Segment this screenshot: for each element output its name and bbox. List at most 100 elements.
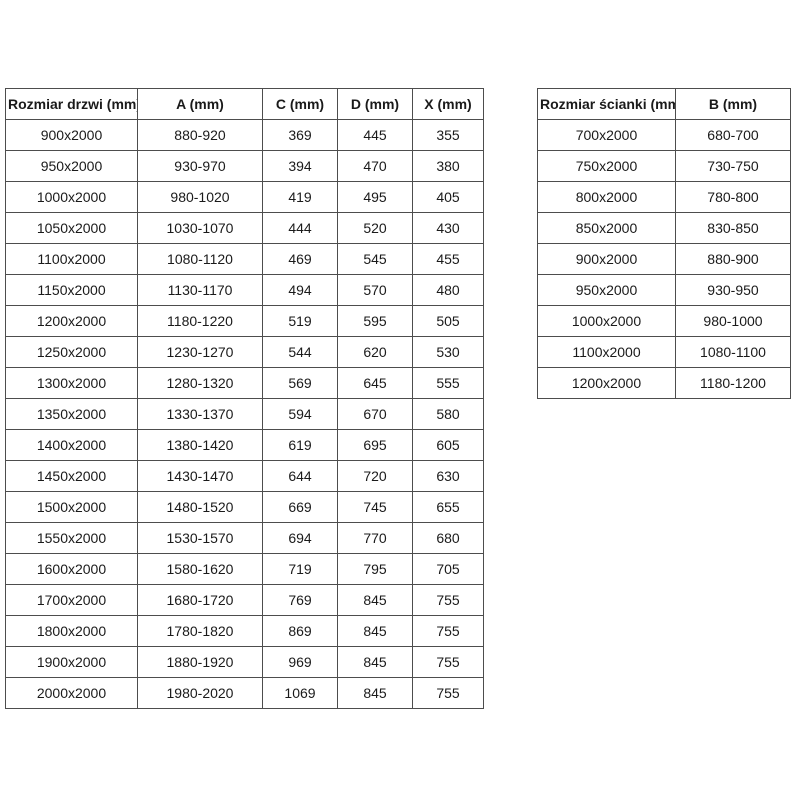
table-cell: 1380-1420: [137, 429, 263, 461]
table-cell: 1350x2000: [5, 398, 138, 430]
table-cell: 1330-1370: [137, 398, 263, 430]
table-row: 1400x2000 1380-1420 619 695 605: [5, 429, 484, 461]
header-row: Rozmiar drzwi (mm) A (mm) C (mm) D (mm) X (m…: [5, 88, 484, 120]
table-cell: 670: [337, 398, 413, 430]
column-header: Rozmiar ścianki (mm): [537, 88, 676, 120]
table-cell: 795: [337, 553, 413, 585]
table-cell: 700x2000: [537, 119, 676, 151]
column-header: X (mm): [412, 88, 484, 120]
table-cell: 845: [337, 584, 413, 616]
table-cell: 1180-1200: [675, 367, 791, 399]
table-cell: 580: [412, 398, 484, 430]
table-cell: 1580-1620: [137, 553, 263, 585]
table-cell: 1080-1100: [675, 336, 791, 368]
table-row: 1700x2000 1680-1720 769 845 755: [5, 584, 484, 616]
table-cell: 1700x2000: [5, 584, 138, 616]
table-row: 850x2000 830-850: [537, 212, 791, 244]
table-cell: 969: [262, 646, 338, 678]
table-row: 1000x2000 980-1020 419 495 405: [5, 181, 484, 213]
table-cell: 694: [262, 522, 338, 554]
wall-size-table-header: Rozmiar ścianki (mm) B (mm): [537, 88, 791, 120]
table-cell: 405: [412, 181, 484, 213]
table-cell: 355: [412, 119, 484, 151]
table-cell: 880-900: [675, 243, 791, 275]
table-cell: 544: [262, 336, 338, 368]
table-cell: 930-950: [675, 274, 791, 306]
table-cell: 845: [337, 615, 413, 647]
table-cell: 845: [337, 677, 413, 709]
table-cell: 980-1020: [137, 181, 263, 213]
table-cell: 1030-1070: [137, 212, 263, 244]
table-cell: 1130-1170: [137, 274, 263, 306]
table-row: 1150x2000 1130-1170 494 570 480: [5, 274, 484, 306]
table-cell: 2000x2000: [5, 677, 138, 709]
table-row: 1300x2000 1280-1320 569 645 555: [5, 367, 484, 399]
table-cell: 469: [262, 243, 338, 275]
table-cell: 800x2000: [537, 181, 676, 213]
table-cell: 455: [412, 243, 484, 275]
table-row: 1200x2000 1180-1220 519 595 505: [5, 305, 484, 337]
table-cell: 1680-1720: [137, 584, 263, 616]
table-row: 800x2000 780-800: [537, 181, 791, 213]
table-cell: 519: [262, 305, 338, 337]
table-cell: 594: [262, 398, 338, 430]
table-cell: 830-850: [675, 212, 791, 244]
table-cell: 730-750: [675, 150, 791, 182]
table-cell: 769: [262, 584, 338, 616]
table-cell: 1250x2000: [5, 336, 138, 368]
table-cell: 480: [412, 274, 484, 306]
table-cell: 1430-1470: [137, 460, 263, 492]
table-cell: 1500x2000: [5, 491, 138, 523]
header-row: Rozmiar ścianki (mm) B (mm): [537, 88, 791, 120]
table-cell: 850x2000: [537, 212, 676, 244]
table-cell: 745: [337, 491, 413, 523]
table-cell: 755: [412, 677, 484, 709]
table-row: 1050x2000 1030-1070 444 520 430: [5, 212, 484, 244]
table-row: 750x2000 730-750: [537, 150, 791, 182]
table-cell: 1280-1320: [137, 367, 263, 399]
table-row: 1350x2000 1330-1370 594 670 580: [5, 398, 484, 430]
table-cell: 1550x2000: [5, 522, 138, 554]
table-cell: 380: [412, 150, 484, 182]
table-cell: 755: [412, 646, 484, 678]
table-row: 1900x2000 1880-1920 969 845 755: [5, 646, 484, 678]
table-cell: 644: [262, 460, 338, 492]
table-cell: 1480-1520: [137, 491, 263, 523]
table-cell: 645: [337, 367, 413, 399]
table-cell: 430: [412, 212, 484, 244]
wall-size-table: Rozmiar ścianki (mm) B (mm) 700x2000 680-7…: [537, 88, 791, 399]
column-header: D (mm): [337, 88, 413, 120]
table-cell: 1100x2000: [5, 243, 138, 275]
table-row: 950x2000 930-970 394 470 380: [5, 150, 484, 182]
table-cell: 1530-1570: [137, 522, 263, 554]
table-cell: 605: [412, 429, 484, 461]
table-cell: 445: [337, 119, 413, 151]
table-cell: 1800x2000: [5, 615, 138, 647]
table-cell: 419: [262, 181, 338, 213]
table-cell: 950x2000: [537, 274, 676, 306]
table-cell: 394: [262, 150, 338, 182]
table-cell: 1200x2000: [537, 367, 676, 399]
table-cell: 930-970: [137, 150, 263, 182]
table-cell: 755: [412, 584, 484, 616]
table-row: 1200x2000 1180-1200: [537, 367, 791, 399]
table-row: 2000x2000 1980-2020 1069 845 755: [5, 677, 484, 709]
table-row: 1550x2000 1530-1570 694 770 680: [5, 522, 484, 554]
table-row: 950x2000 930-950: [537, 274, 791, 306]
table-cell: 1780-1820: [137, 615, 263, 647]
door-size-table: Rozmiar drzwi (mm) A (mm) C (mm) D (mm) X (m…: [5, 88, 484, 709]
column-header: A (mm): [137, 88, 263, 120]
table-cell: 1180-1220: [137, 305, 263, 337]
table-cell: 705: [412, 553, 484, 585]
table-cell: 555: [412, 367, 484, 399]
table-cell: 520: [337, 212, 413, 244]
table-row: 1450x2000 1430-1470 644 720 630: [5, 460, 484, 492]
table-cell: 880-920: [137, 119, 263, 151]
table-cell: 1900x2000: [5, 646, 138, 678]
table-cell: 845: [337, 646, 413, 678]
table-row: 900x2000 880-920 369 445 355: [5, 119, 484, 151]
table-cell: 570: [337, 274, 413, 306]
table-cell: 1050x2000: [5, 212, 138, 244]
table-cell: 1600x2000: [5, 553, 138, 585]
